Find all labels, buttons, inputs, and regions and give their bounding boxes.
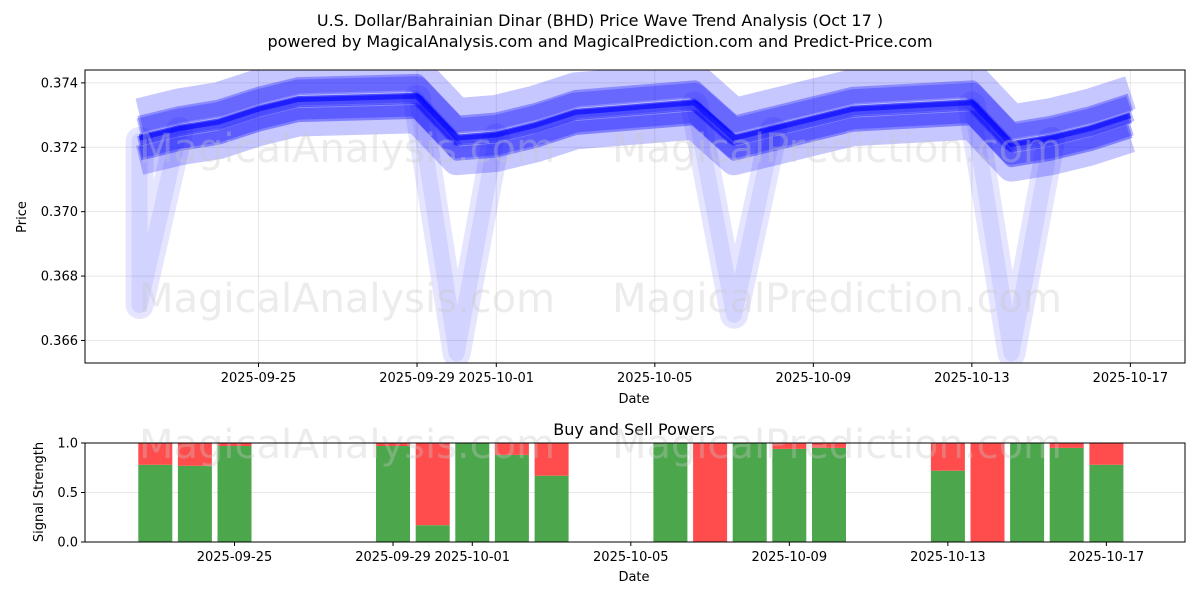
chart-subtitle: powered by MagicalAnalysis.com and Magic…	[267, 32, 932, 51]
price-axes-frame	[84, 69, 1186, 364]
buy-bar	[1089, 464, 1124, 542]
price-y-tick-label: 0.374	[41, 76, 78, 91]
price-x-tick-label: 2025-10-05	[617, 371, 693, 386]
buy-sell-title: Buy and Sell Powers	[553, 420, 715, 439]
watermark-analysis-bottom: MagicalAnalysis.com	[139, 422, 555, 468]
sell-bar	[970, 443, 1005, 542]
price-x-tick-label: 2025-10-13	[934, 371, 1010, 386]
sell-bar	[1049, 443, 1084, 448]
price-waves	[125, 70, 1136, 363]
chart-title: U.S. Dollar/Bahrainian Dinar (BHD) Price…	[317, 11, 883, 30]
wave-dip-1	[403, 84, 511, 363]
price-y-ticks: 0.366 0.368 0.370 0.372 0.374	[41, 76, 85, 349]
signal-y-tick-label: 0.0	[57, 536, 78, 551]
buy-bar	[138, 464, 173, 542]
price-y-axis-label: Price	[15, 201, 30, 233]
price-x-axis-label: Date	[618, 392, 649, 407]
price-x-tick-label: 2025-10-09	[776, 371, 852, 386]
watermark-prediction-bottom: MagicalPrediction.com	[612, 422, 1062, 468]
buy-bar	[1010, 443, 1045, 542]
price-y-tick-label: 0.366	[41, 334, 78, 349]
wave-dip-inner-1	[409, 90, 505, 362]
buy-bar	[534, 475, 569, 542]
price-watermarks: MagicalAnalysis.com MagicalPrediction.co…	[139, 126, 1062, 322]
buy-bar	[415, 525, 450, 542]
price-y-tick-label: 0.368	[41, 270, 78, 285]
signal-y-tick-label: 1.0	[57, 437, 78, 452]
wave-dip-0	[125, 117, 194, 320]
watermark-prediction-mid: MagicalPrediction.com	[612, 276, 1062, 322]
sell-bar	[534, 443, 569, 476]
price-x-tick-label: 2025-09-25	[221, 371, 297, 386]
signal-bars	[138, 443, 1124, 542]
sell-bar	[217, 443, 252, 446]
price-x-tick-label: 2025-10-01	[459, 371, 535, 386]
wave-dip-3	[957, 91, 1066, 363]
buy-bar	[455, 443, 490, 542]
signal-x-tick-label: 2025-09-29	[355, 550, 431, 565]
price-wave-chart: MagicalAnalysis.com MagicalPrediction.co…	[15, 69, 1186, 407]
watermark-analysis-mid: MagicalAnalysis.com	[139, 276, 555, 322]
buy-bar	[177, 465, 212, 542]
sell-bar	[812, 443, 846, 448]
signal-x-tick-label: 2025-09-25	[197, 550, 273, 565]
wave-band-1	[136, 103, 1136, 182]
wave-band-7	[138, 92, 1132, 148]
price-y-tick-label: 0.370	[41, 205, 78, 220]
signal-x-tick-label: 2025-10-17	[1069, 550, 1145, 565]
buy-bar	[1049, 447, 1084, 542]
buy-bar	[930, 470, 965, 542]
price-x-tick-label: 2025-10-17	[1093, 371, 1169, 386]
wave-band-2	[136, 76, 1135, 151]
buy-bar	[494, 454, 529, 542]
wave-dip-inner-0	[131, 123, 188, 314]
buy-bar	[653, 443, 688, 542]
signal-y-ticks: 0.0 0.5 1.0	[57, 437, 85, 551]
signal-x-ticks: 2025-09-25 2025-09-29 2025-10-01 2025-10-05…	[197, 542, 1144, 565]
price-x-tick-label: 2025-09-29	[379, 371, 455, 386]
signal-x-tick-label: 2025-10-05	[593, 550, 669, 565]
signal-y-tick-label: 0.5	[57, 486, 78, 501]
sell-bar	[494, 443, 529, 455]
price-y-tick-label: 0.372	[41, 141, 78, 156]
signal-y-axis-label: Signal Strength	[32, 442, 47, 542]
wave-dip-2	[680, 91, 788, 329]
sell-bar	[693, 443, 728, 542]
signal-x-tick-label: 2025-10-09	[752, 550, 828, 565]
sell-bar	[772, 443, 807, 449]
signal-x-axis-label: Date	[618, 570, 649, 585]
wave-dip-inner-3	[963, 97, 1060, 362]
sell-bar	[930, 443, 965, 471]
buy-bar	[772, 448, 807, 542]
price-grid	[85, 70, 1185, 363]
wave-band-5	[137, 104, 1133, 168]
signal-x-tick-label: 2025-10-01	[435, 550, 511, 565]
watermark-analysis-top: MagicalAnalysis.com	[139, 126, 555, 172]
signal-x-tick-label: 2025-10-13	[910, 550, 986, 565]
buy-sell-chart: Buy and Sell Powers MagicalAnalysis.com …	[32, 420, 1186, 585]
watermark-prediction-top: MagicalPrediction.com	[612, 126, 1062, 172]
wave-band-3	[136, 94, 1134, 165]
buy-bar	[217, 446, 252, 542]
sell-bar	[177, 443, 212, 466]
sell-bar	[1089, 443, 1124, 465]
buy-bar	[812, 447, 846, 542]
sell-bar	[415, 443, 450, 526]
wave-band-0	[135, 70, 1136, 139]
wave-band-4	[137, 73, 1134, 141]
price-x-ticks: 2025-09-25 2025-09-29 2025-10-01 2025-10-05…	[221, 363, 1168, 386]
buy-bar	[732, 443, 767, 542]
wave-dip-inner-2	[686, 97, 782, 323]
sell-bar	[138, 443, 173, 465]
signal-watermarks: MagicalAnalysis.com MagicalPrediction.co…	[139, 422, 1062, 468]
buy-bar	[376, 446, 410, 542]
sell-bar	[376, 443, 410, 446]
